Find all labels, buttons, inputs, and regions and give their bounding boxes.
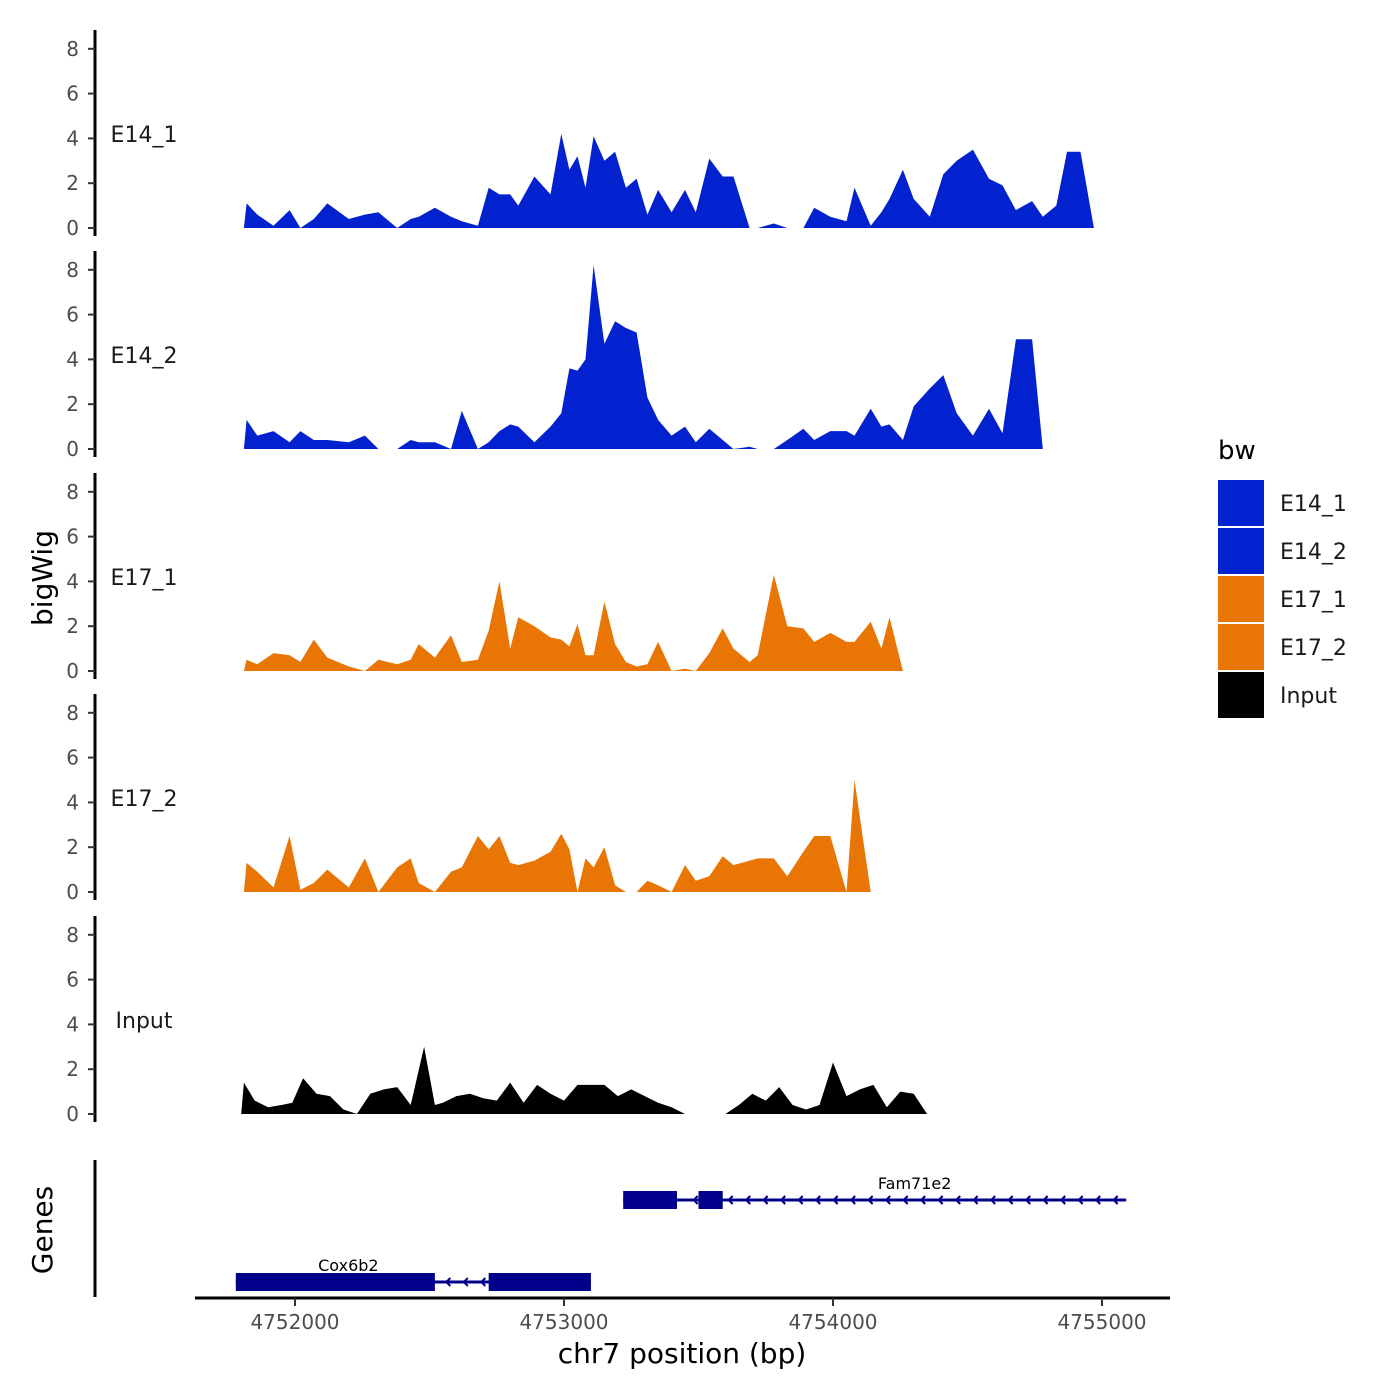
- gene-label: Fam71e2: [878, 1174, 952, 1193]
- y-tick-label: 0: [66, 216, 79, 240]
- strand-arrow: [1094, 1195, 1101, 1205]
- strand-arrow: [1024, 1195, 1031, 1205]
- strand-arrow: [727, 1195, 734, 1205]
- y-tick-label: 8: [66, 701, 79, 725]
- strand-arrow: [814, 1195, 821, 1205]
- strand-arrow: [972, 1195, 979, 1205]
- y-tick-label: 4: [66, 347, 79, 371]
- y-tick-label: 0: [66, 659, 79, 683]
- x-axis-title: chr7 position (bp): [558, 1337, 807, 1370]
- strand-arrow: [902, 1195, 909, 1205]
- x-tick-label: 4754000: [788, 1310, 877, 1334]
- gene-exon: [623, 1191, 677, 1209]
- strand-arrow: [832, 1195, 839, 1205]
- track-label: E17_2: [111, 787, 178, 812]
- y-tick-label: 2: [66, 171, 79, 195]
- strand-arrow: [1077, 1195, 1084, 1205]
- strand-arrow: [692, 1195, 699, 1205]
- x-tick-label: 4752000: [250, 1310, 339, 1334]
- legend-title: bw: [1218, 436, 1256, 466]
- track-label: E14_1: [111, 123, 178, 148]
- legend: bw E14_1 E14_2 E17_1 E17_2 Input: [1218, 436, 1347, 718]
- gene-track: Fam71e2 Cox6b2: [93, 1160, 1127, 1297]
- gene-exon: [488, 1273, 591, 1291]
- track-input: 0 2 4 6 8 Input: [66, 916, 1124, 1126]
- x-tick-label: 4753000: [519, 1310, 608, 1334]
- y-tick-label: 2: [66, 392, 79, 416]
- strand-arrow: [884, 1195, 891, 1205]
- track-e17-2: 0 2 4 6 8 E17_2: [66, 694, 1124, 904]
- legend-swatch: [1218, 672, 1264, 718]
- y-tick-label: 6: [66, 82, 79, 106]
- track-e17-1: 0 2 4 6 8 E17_1: [66, 473, 1124, 683]
- signal-area: [243, 780, 1124, 892]
- signal-area: [243, 133, 1124, 228]
- strand-arrow: [479, 1277, 487, 1287]
- y-tick-label: 2: [66, 1057, 79, 1081]
- track-e14-1: 0 2 4 6 8 E14_1: [66, 30, 1124, 240]
- gene-label: Cox6b2: [318, 1256, 378, 1275]
- strand-arrow: [1042, 1195, 1049, 1205]
- y-tick-label: 4: [66, 1012, 79, 1036]
- y-tick-label: 4: [66, 569, 79, 593]
- strand-arrow: [867, 1195, 874, 1205]
- signal-area: [243, 265, 1124, 449]
- y-tick-label: 8: [66, 258, 79, 282]
- strand-arrow: [989, 1195, 996, 1205]
- gene-exon: [698, 1191, 723, 1209]
- y-tick-label: 4: [66, 790, 79, 814]
- y-tick-label: 8: [66, 37, 79, 61]
- strand-arrow: [937, 1195, 944, 1205]
- strand-arrow: [462, 1277, 469, 1287]
- y-tick-label: 4: [66, 126, 79, 150]
- y-tick-label: 6: [66, 303, 79, 327]
- strand-arrow: [849, 1195, 856, 1205]
- legend-label: Input: [1280, 684, 1337, 709]
- track-e14-2: 0 2 4 6 8 E14_2: [66, 251, 1124, 461]
- legend-label: E14_2: [1280, 540, 1347, 565]
- y-tick-label: 6: [66, 968, 79, 992]
- legend-swatch: [1218, 576, 1264, 622]
- x-axis: 4752000 4753000 4754000 4755000: [195, 1296, 1170, 1334]
- y-tick-label: 6: [66, 525, 79, 549]
- y-tick-label: 0: [66, 1102, 79, 1126]
- y-tick-label: 6: [66, 746, 79, 770]
- y-tick-label: 8: [66, 923, 79, 947]
- legend-swatch: [1218, 624, 1264, 670]
- y-axis-title: bigWig: [26, 530, 59, 626]
- gene-fam71e2: Fam71e2: [623, 1174, 1127, 1209]
- legend-swatch: [1218, 528, 1264, 574]
- signal-tracks: 0 2 4 6 8 E14_1 0 2 4 6 8 E14_2 0 2 4 6 8 E17_1 0 2 4 6 8 E17_2…: [66, 30, 1124, 1126]
- y-tick-label: 2: [66, 835, 79, 859]
- strand-arrow: [1007, 1195, 1014, 1205]
- y-tick-label: 0: [66, 437, 79, 461]
- strand-arrow: [919, 1195, 926, 1205]
- strand-arrow: [444, 1277, 452, 1287]
- strand-arrow: [779, 1195, 786, 1205]
- track-label: E14_2: [111, 344, 178, 369]
- strand-arrow: [762, 1195, 769, 1205]
- signal-area: [241, 1046, 1124, 1114]
- gene-exon: [235, 1273, 435, 1291]
- y-tick-label: 8: [66, 480, 79, 504]
- signal-area: [243, 574, 1124, 671]
- legend-swatch: [1218, 480, 1264, 526]
- legend-label: E14_1: [1280, 492, 1347, 517]
- y-tick-label: 0: [66, 880, 79, 904]
- x-tick-label: 4755000: [1057, 1310, 1146, 1334]
- gene-cox6b2: Cox6b2: [235, 1256, 591, 1291]
- strand-arrow: [797, 1195, 804, 1205]
- strand-arrow: [1112, 1195, 1119, 1205]
- strand-arrow: [744, 1195, 751, 1205]
- y-tick-label: 2: [66, 614, 79, 638]
- track-label: E17_1: [111, 566, 178, 591]
- strand-arrow: [1059, 1195, 1066, 1205]
- strand-arrow: [954, 1195, 961, 1205]
- track-label: Input: [116, 1009, 173, 1034]
- legend-label: E17_2: [1280, 636, 1347, 661]
- legend-label: E17_1: [1280, 588, 1347, 613]
- genes-axis-title: Genes: [26, 1186, 59, 1274]
